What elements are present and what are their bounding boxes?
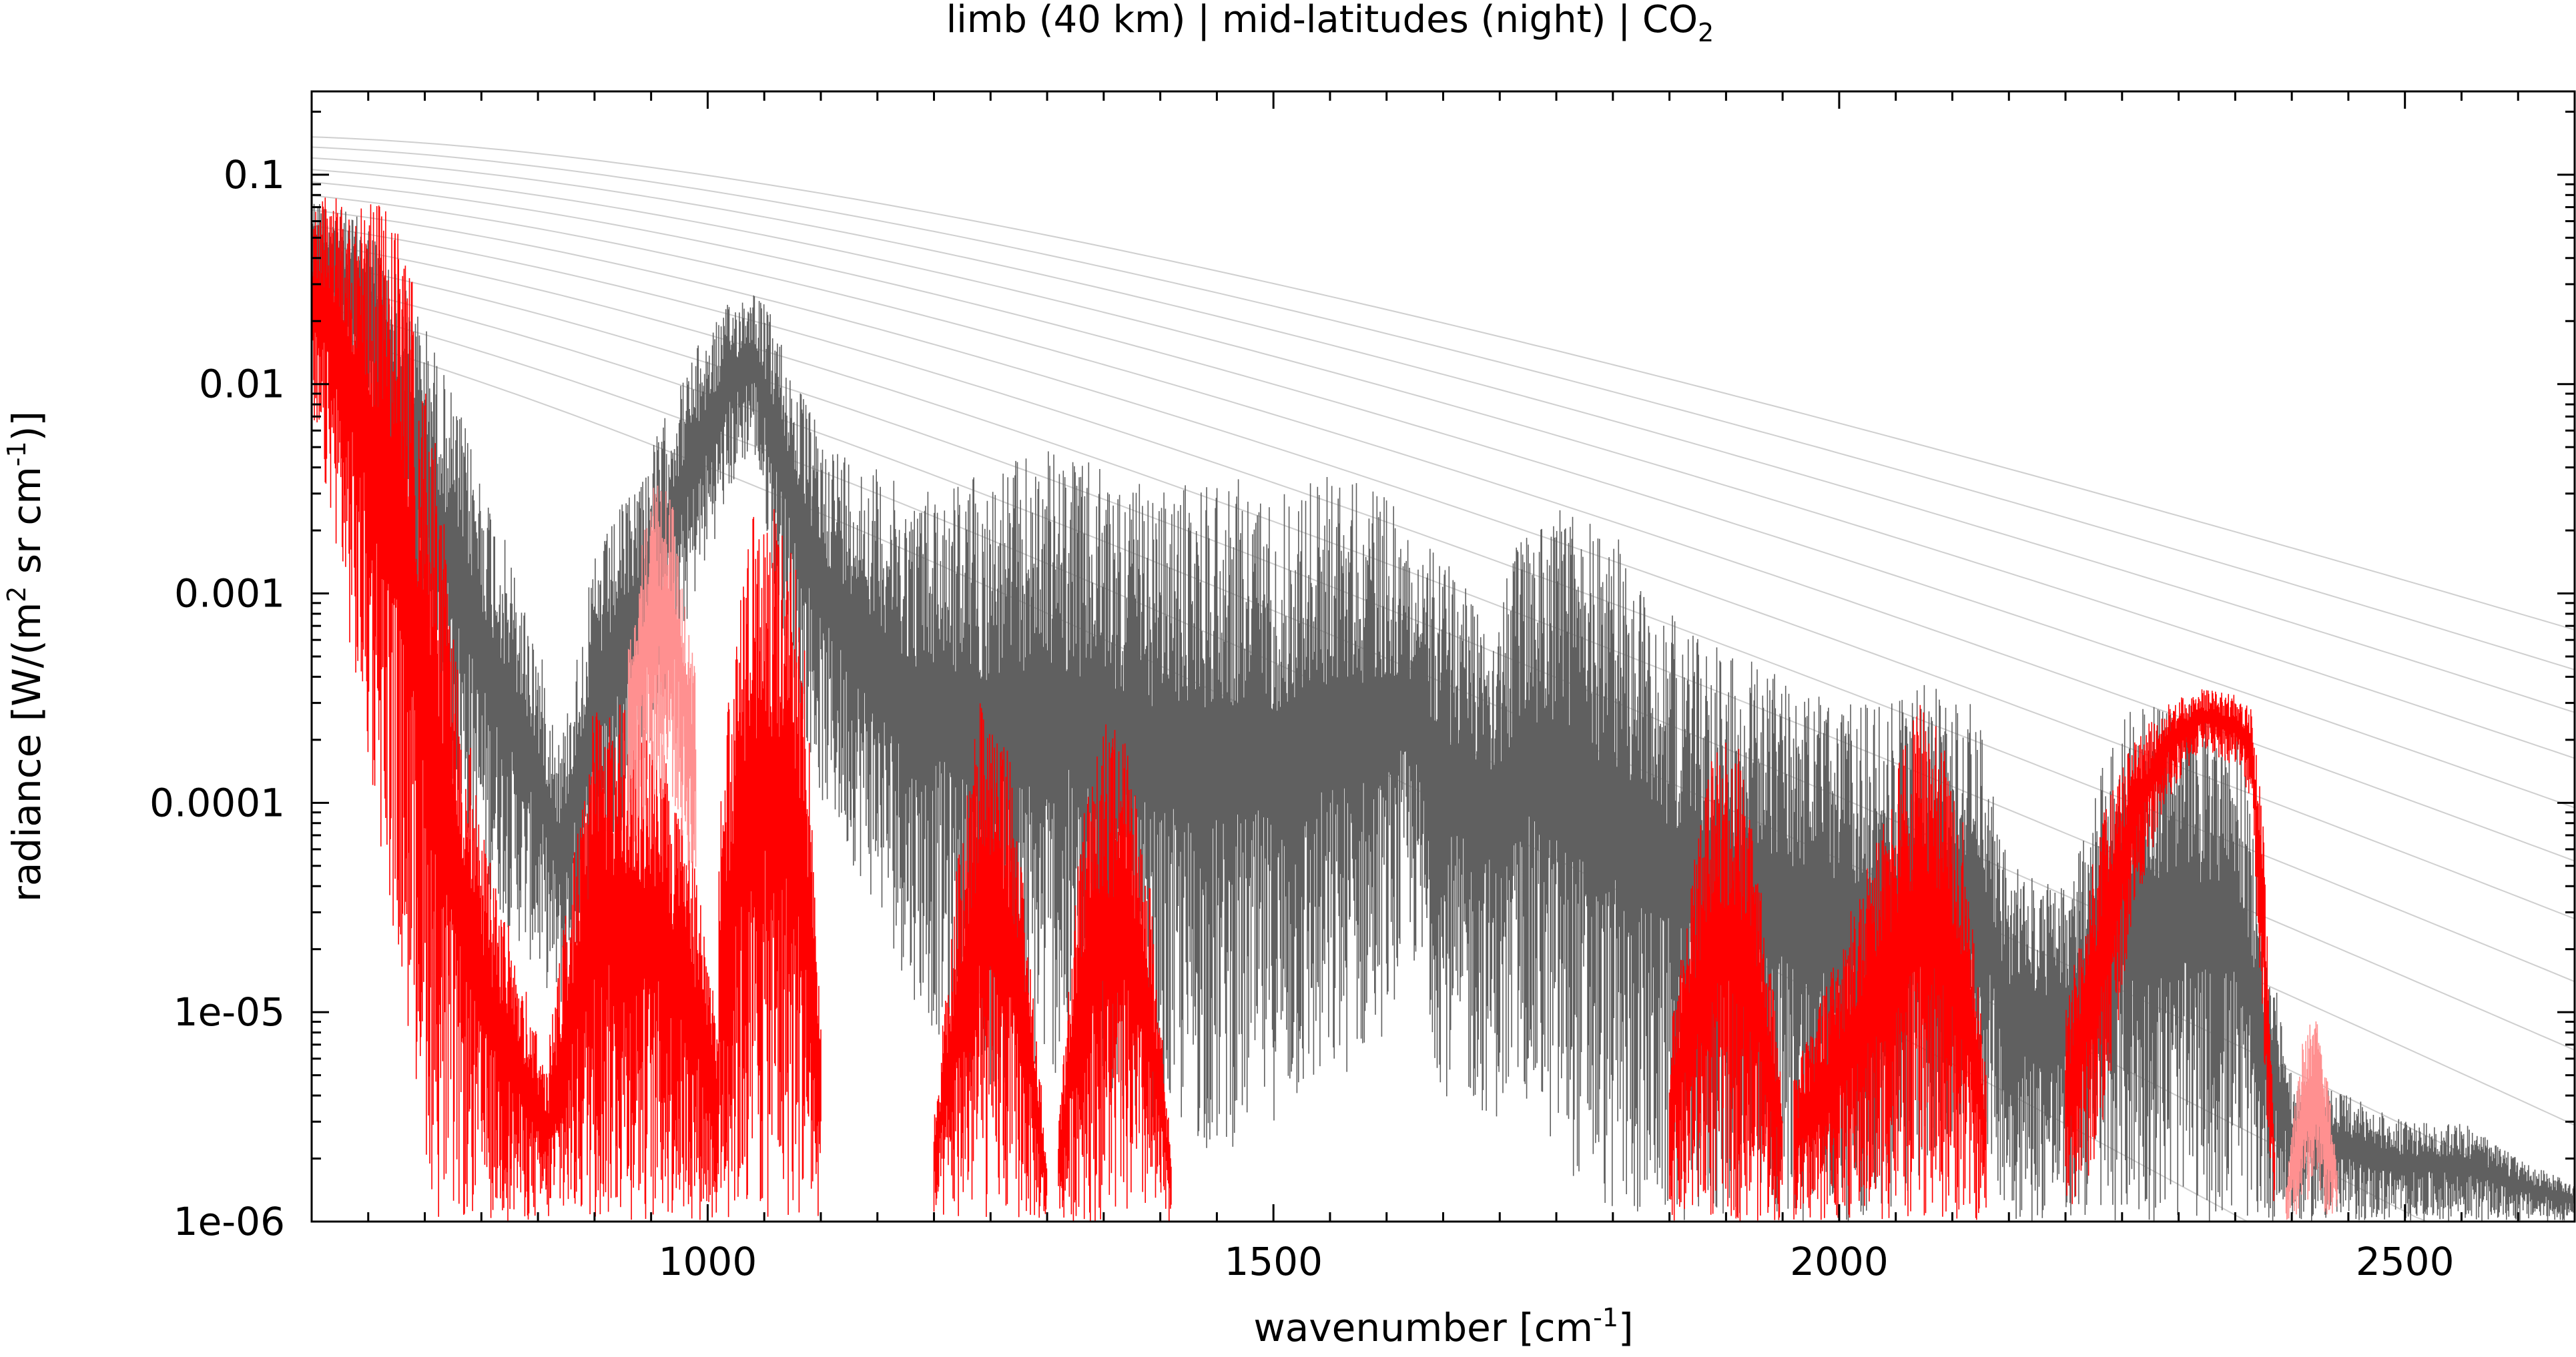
co2-band	[2285, 1021, 2338, 1220]
x-tick-label: 1000	[659, 1239, 757, 1284]
x-axis-label-superscript: -1	[1593, 1303, 1618, 1332]
y-axis-ticks: 1e-06 1e-05 0.0001 0.001 0.01 0.1	[149, 110, 2575, 1244]
x-tick-label: 1500	[1224, 1239, 1323, 1284]
planck-curve	[312, 181, 2575, 809]
x-axis-label-text: wavenumber [cm	[1253, 1305, 1593, 1350]
x-axis-label-suffix: ]	[1618, 1305, 1634, 1350]
y-axis-label-part1: radiance [W/(m	[4, 602, 49, 902]
planck-curve	[312, 157, 2575, 713]
y-tick-label: 0.1	[224, 152, 285, 197]
co2-band	[312, 197, 549, 1221]
y-axis-label-part3: )]	[4, 411, 49, 441]
y-axis-label-part2: sr cm	[4, 466, 49, 586]
y-axis-label-sup2: -1	[2, 441, 31, 466]
chart-title-main: limb (40 km) | mid-latitudes (night) | C…	[946, 0, 1698, 41]
y-tick-label: 0.001	[174, 571, 285, 616]
x-tick-label: 2500	[2356, 1239, 2455, 1284]
y-tick-label: 0.0001	[149, 780, 285, 825]
y-tick-label: 0.01	[199, 362, 285, 407]
chart-title-subscript: 2	[1698, 18, 1714, 47]
co2-band	[1668, 743, 1783, 1222]
co2-band	[1793, 705, 1987, 1220]
y-axis-label-sup1: 2	[2, 586, 31, 602]
co2-band	[2065, 689, 2276, 1204]
planck-curve	[312, 146, 2575, 670]
y-axis-label: radiance [W/(m2 sr cm-1)]	[2, 411, 49, 902]
planck-curve	[312, 169, 2575, 759]
co2-spectrum-series	[312, 197, 2338, 1222]
x-tick-label: 2000	[1790, 1239, 1889, 1284]
chart-title: limb (40 km) | mid-latitudes (night) | C…	[946, 0, 1714, 47]
planck-curve	[312, 209, 2575, 920]
co2-band	[933, 703, 1048, 1218]
x-axis-ticks: 1000 1500 2000 2500	[310, 91, 2576, 1284]
co2-band	[1058, 724, 1172, 1222]
x-axis-label: wavenumber [cm-1]	[1253, 1303, 1633, 1350]
y-tick-label: 1e-05	[174, 989, 285, 1035]
planck-curve	[312, 136, 2575, 631]
co2-band	[718, 509, 822, 1218]
y-tick-label: 1e-06	[174, 1199, 285, 1244]
co2-band	[627, 485, 697, 870]
co2-band	[549, 705, 719, 1220]
